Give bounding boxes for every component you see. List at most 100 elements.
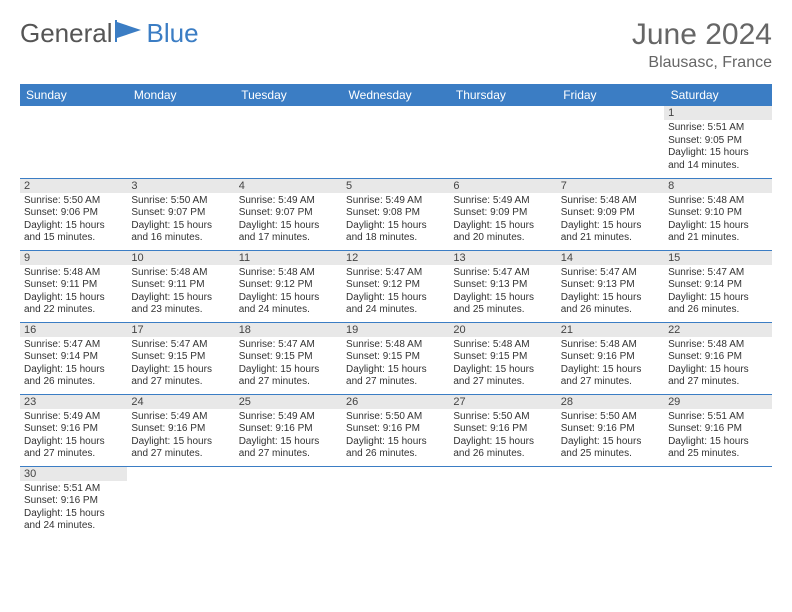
day-details: Sunrise: 5:48 AMSunset: 9:12 PMDaylight:…	[235, 265, 342, 319]
day-number: 17	[127, 323, 234, 337]
weekday-row: Sunday Monday Tuesday Wednesday Thursday…	[20, 84, 772, 106]
day-details: Sunrise: 5:49 AMSunset: 9:08 PMDaylight:…	[342, 193, 449, 247]
day-details: Sunrise: 5:47 AMSunset: 9:13 PMDaylight:…	[449, 265, 556, 319]
day-number: 6	[449, 179, 556, 193]
calendar-table: Sunday Monday Tuesday Wednesday Thursday…	[20, 84, 772, 538]
day-number: 16	[20, 323, 127, 337]
day-number: 22	[664, 323, 771, 337]
calendar-cell	[235, 466, 342, 538]
day-details: Sunrise: 5:48 AMSunset: 9:16 PMDaylight:…	[557, 337, 664, 391]
day-number: 29	[664, 395, 771, 409]
calendar-cell: 9Sunrise: 5:48 AMSunset: 9:11 PMDaylight…	[20, 250, 127, 322]
day-number: 9	[20, 251, 127, 265]
day-number: 4	[235, 179, 342, 193]
weekday-header: Thursday	[449, 84, 556, 106]
day-number: 24	[127, 395, 234, 409]
day-details: Sunrise: 5:47 AMSunset: 9:13 PMDaylight:…	[557, 265, 664, 319]
day-details: Sunrise: 5:48 AMSunset: 9:16 PMDaylight:…	[664, 337, 771, 391]
day-number: 10	[127, 251, 234, 265]
header: General Blue June 2024 Blausasc, France	[20, 18, 772, 72]
calendar-cell: 27Sunrise: 5:50 AMSunset: 9:16 PMDayligh…	[449, 394, 556, 466]
day-number: 13	[449, 251, 556, 265]
day-details: Sunrise: 5:50 AMSunset: 9:07 PMDaylight:…	[127, 193, 234, 247]
day-details: Sunrise: 5:47 AMSunset: 9:15 PMDaylight:…	[235, 337, 342, 391]
calendar-cell	[449, 106, 556, 178]
day-details: Sunrise: 5:48 AMSunset: 9:11 PMDaylight:…	[127, 265, 234, 319]
calendar-row: 30Sunrise: 5:51 AMSunset: 9:16 PMDayligh…	[20, 466, 772, 538]
day-number: 19	[342, 323, 449, 337]
calendar-cell: 24Sunrise: 5:49 AMSunset: 9:16 PMDayligh…	[127, 394, 234, 466]
calendar-cell	[20, 106, 127, 178]
title-block: June 2024 Blausasc, France	[632, 18, 772, 72]
calendar-row: 9Sunrise: 5:48 AMSunset: 9:11 PMDaylight…	[20, 250, 772, 322]
calendar-cell: 2Sunrise: 5:50 AMSunset: 9:06 PMDaylight…	[20, 178, 127, 250]
day-number: 11	[235, 251, 342, 265]
calendar-cell: 15Sunrise: 5:47 AMSunset: 9:14 PMDayligh…	[664, 250, 771, 322]
day-number: 25	[235, 395, 342, 409]
day-number: 15	[664, 251, 771, 265]
day-number: 14	[557, 251, 664, 265]
day-details: Sunrise: 5:51 AMSunset: 9:16 PMDaylight:…	[20, 481, 127, 535]
calendar-cell: 12Sunrise: 5:47 AMSunset: 9:12 PMDayligh…	[342, 250, 449, 322]
weekday-header: Friday	[557, 84, 664, 106]
day-details: Sunrise: 5:48 AMSunset: 9:15 PMDaylight:…	[449, 337, 556, 391]
calendar-cell: 11Sunrise: 5:48 AMSunset: 9:12 PMDayligh…	[235, 250, 342, 322]
day-details: Sunrise: 5:51 AMSunset: 9:16 PMDaylight:…	[664, 409, 771, 463]
weekday-header: Tuesday	[235, 84, 342, 106]
day-details: Sunrise: 5:49 AMSunset: 9:07 PMDaylight:…	[235, 193, 342, 247]
calendar-cell: 26Sunrise: 5:50 AMSunset: 9:16 PMDayligh…	[342, 394, 449, 466]
weekday-header: Saturday	[664, 84, 771, 106]
calendar-cell	[664, 466, 771, 538]
day-number: 7	[557, 179, 664, 193]
day-number: 30	[20, 467, 127, 481]
day-number: 20	[449, 323, 556, 337]
day-number: 3	[127, 179, 234, 193]
calendar-cell: 19Sunrise: 5:48 AMSunset: 9:15 PMDayligh…	[342, 322, 449, 394]
day-details: Sunrise: 5:49 AMSunset: 9:16 PMDaylight:…	[235, 409, 342, 463]
day-number: 26	[342, 395, 449, 409]
calendar-cell	[449, 466, 556, 538]
calendar-cell: 17Sunrise: 5:47 AMSunset: 9:15 PMDayligh…	[127, 322, 234, 394]
day-number: 12	[342, 251, 449, 265]
day-details: Sunrise: 5:48 AMSunset: 9:15 PMDaylight:…	[342, 337, 449, 391]
weekday-header: Wednesday	[342, 84, 449, 106]
day-number: 21	[557, 323, 664, 337]
day-number: 5	[342, 179, 449, 193]
calendar-cell: 21Sunrise: 5:48 AMSunset: 9:16 PMDayligh…	[557, 322, 664, 394]
calendar-row: 16Sunrise: 5:47 AMSunset: 9:14 PMDayligh…	[20, 322, 772, 394]
day-details: Sunrise: 5:49 AMSunset: 9:16 PMDaylight:…	[20, 409, 127, 463]
day-details: Sunrise: 5:47 AMSunset: 9:12 PMDaylight:…	[342, 265, 449, 319]
calendar-cell: 16Sunrise: 5:47 AMSunset: 9:14 PMDayligh…	[20, 322, 127, 394]
day-number: 27	[449, 395, 556, 409]
day-number: 18	[235, 323, 342, 337]
calendar-cell: 13Sunrise: 5:47 AMSunset: 9:13 PMDayligh…	[449, 250, 556, 322]
day-details: Sunrise: 5:50 AMSunset: 9:06 PMDaylight:…	[20, 193, 127, 247]
day-details: Sunrise: 5:50 AMSunset: 9:16 PMDaylight:…	[342, 409, 449, 463]
location: Blausasc, France	[632, 54, 772, 72]
flag-icon	[115, 18, 145, 49]
calendar-cell: 29Sunrise: 5:51 AMSunset: 9:16 PMDayligh…	[664, 394, 771, 466]
day-number: 1	[664, 106, 771, 120]
calendar-row: 23Sunrise: 5:49 AMSunset: 9:16 PMDayligh…	[20, 394, 772, 466]
calendar-cell: 7Sunrise: 5:48 AMSunset: 9:09 PMDaylight…	[557, 178, 664, 250]
calendar-cell: 1Sunrise: 5:51 AMSunset: 9:05 PMDaylight…	[664, 106, 771, 178]
calendar-cell: 22Sunrise: 5:48 AMSunset: 9:16 PMDayligh…	[664, 322, 771, 394]
day-details: Sunrise: 5:49 AMSunset: 9:16 PMDaylight:…	[127, 409, 234, 463]
day-details: Sunrise: 5:47 AMSunset: 9:14 PMDaylight:…	[664, 265, 771, 319]
month-title: June 2024	[632, 18, 772, 52]
day-details: Sunrise: 5:47 AMSunset: 9:15 PMDaylight:…	[127, 337, 234, 391]
calendar-cell: 23Sunrise: 5:49 AMSunset: 9:16 PMDayligh…	[20, 394, 127, 466]
calendar-cell	[235, 106, 342, 178]
calendar-cell: 5Sunrise: 5:49 AMSunset: 9:08 PMDaylight…	[342, 178, 449, 250]
calendar-cell: 4Sunrise: 5:49 AMSunset: 9:07 PMDaylight…	[235, 178, 342, 250]
calendar-cell: 28Sunrise: 5:50 AMSunset: 9:16 PMDayligh…	[557, 394, 664, 466]
day-details: Sunrise: 5:48 AMSunset: 9:10 PMDaylight:…	[664, 193, 771, 247]
calendar-cell: 25Sunrise: 5:49 AMSunset: 9:16 PMDayligh…	[235, 394, 342, 466]
day-details: Sunrise: 5:51 AMSunset: 9:05 PMDaylight:…	[664, 120, 771, 174]
calendar-cell	[342, 106, 449, 178]
calendar-cell: 8Sunrise: 5:48 AMSunset: 9:10 PMDaylight…	[664, 178, 771, 250]
day-number: 23	[20, 395, 127, 409]
logo: General Blue	[20, 18, 199, 49]
logo-text-blue: Blue	[147, 18, 199, 49]
calendar-row: 1Sunrise: 5:51 AMSunset: 9:05 PMDaylight…	[20, 106, 772, 178]
